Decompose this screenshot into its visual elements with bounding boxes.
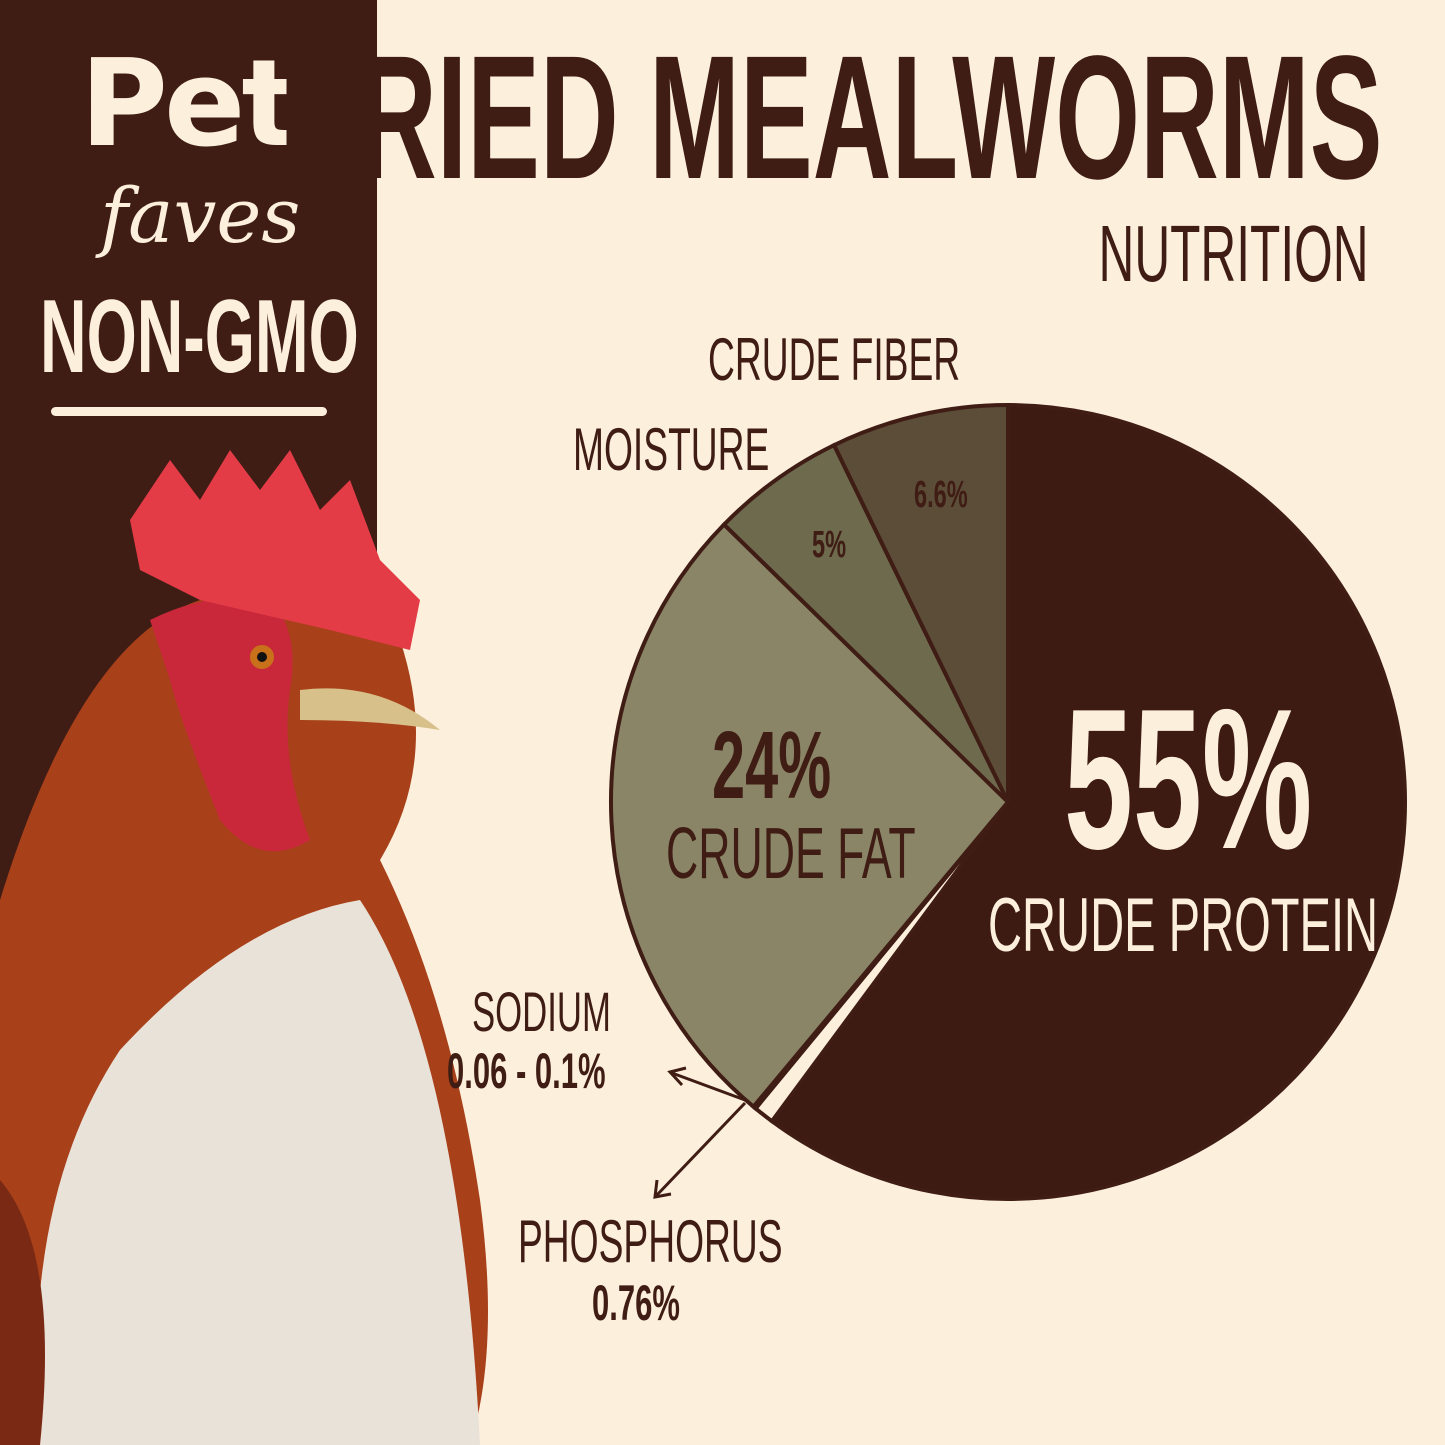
pie-slice-crude-protein [769,402,1407,1201]
protein-name-label: CRUDE PROTEIN [988,883,1379,968]
pie-slice-crude-fiber [831,402,1010,803]
fat-name-label: CRUDE FAT [666,814,916,894]
pie-slice-crude-fat [609,521,1011,1110]
phosphorus-arrow-head [653,1179,672,1199]
logo: Pet [80,35,299,174]
sodium-arrow [671,1071,746,1102]
fat-value-label: 24% [712,712,832,819]
sodium-value-label: 0.06 - 0.1% [447,1043,606,1099]
sodium-arrow-head [667,1066,687,1087]
fiber-value-label: 6.6% [914,474,968,516]
pie-slice-moisture [721,442,1010,804]
page-subtitle: NUTRITION [1098,209,1369,298]
phosphorus-name-label: PHOSPHORUS [518,1208,783,1275]
sodium-name-label: SODIUM [472,980,611,1043]
phosphorus-value-label: 0.76% [592,1275,680,1331]
moisture-value-label: 5% [812,524,847,566]
divider [51,407,327,416]
logo-script: faves [100,171,301,260]
protein-value-label: 55% [1064,668,1313,891]
fiber-name-label: CRUDE FIBER [708,326,961,393]
moisture-name-label: MOISTURE [573,416,770,483]
non-gmo-badge: NON-GMO [40,279,359,395]
phosphorus-arrow [654,1101,747,1198]
page-title: DRIED MEALWORMS [279,20,1383,216]
